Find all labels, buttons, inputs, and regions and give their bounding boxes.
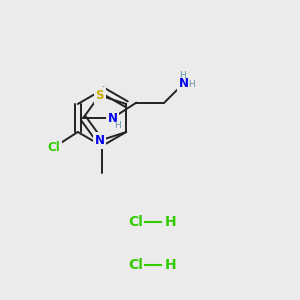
Text: Cl: Cl: [48, 141, 60, 154]
Text: N: N: [179, 76, 189, 89]
Text: S: S: [95, 89, 104, 102]
Text: N: N: [94, 134, 105, 147]
Text: Cl: Cl: [128, 258, 143, 272]
Text: H: H: [114, 121, 121, 130]
Text: H: H: [189, 80, 195, 88]
Text: Cl: Cl: [128, 215, 143, 229]
Text: N: N: [108, 112, 118, 124]
Text: H: H: [165, 258, 177, 272]
Text: H: H: [180, 70, 186, 80]
Text: H: H: [165, 215, 177, 229]
